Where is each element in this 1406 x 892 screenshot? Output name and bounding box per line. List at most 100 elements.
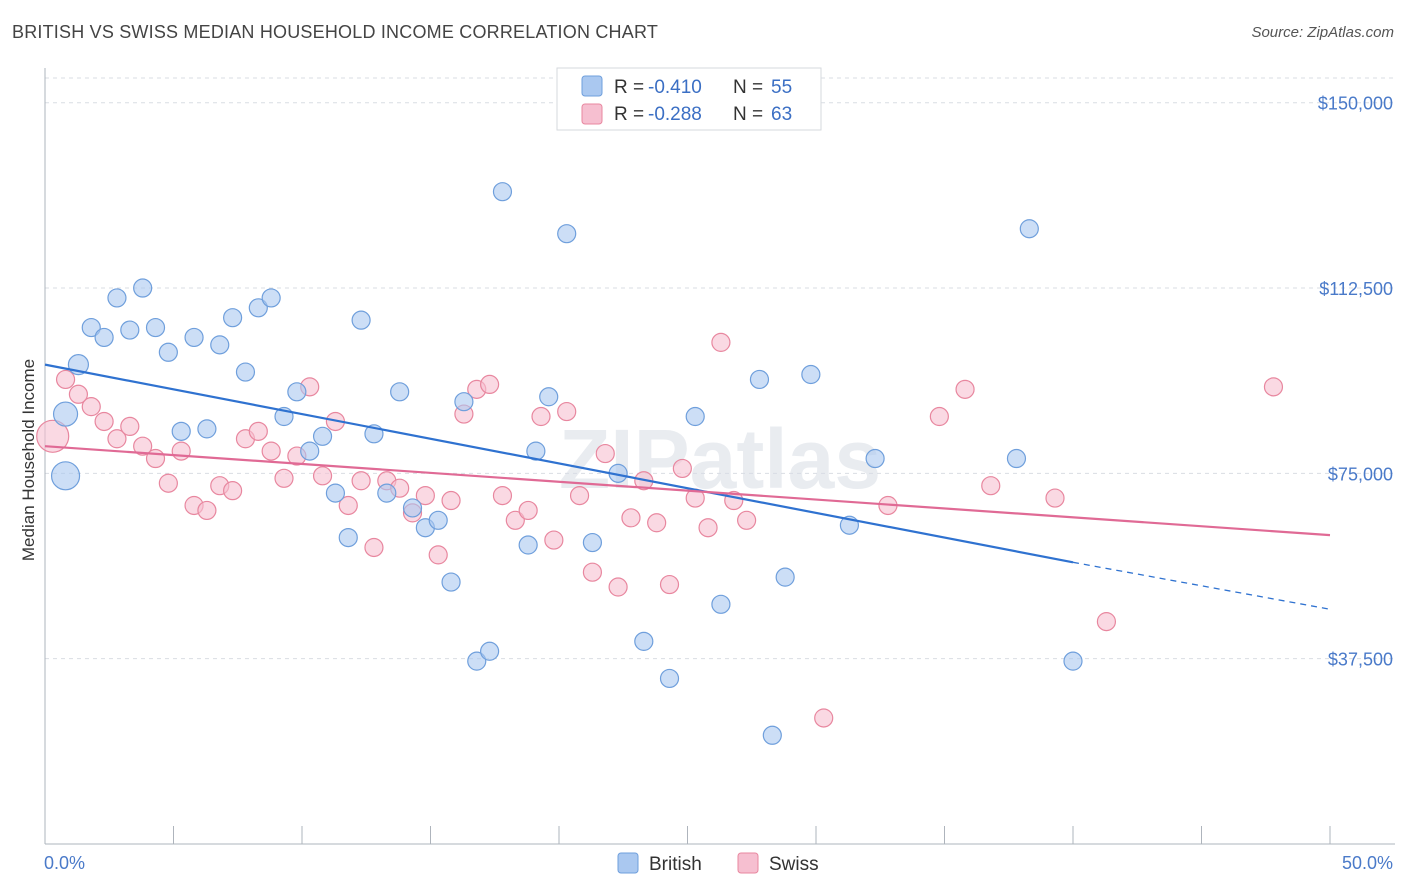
swiss-point bbox=[274, 468, 294, 488]
swiss-points bbox=[36, 332, 1284, 728]
y-tick-label: $75,000 bbox=[1328, 464, 1393, 484]
swiss-point bbox=[197, 500, 217, 521]
swiss-point bbox=[415, 485, 435, 506]
british-point bbox=[300, 441, 320, 461]
british-point bbox=[351, 310, 371, 330]
british-point bbox=[557, 224, 577, 244]
british-point bbox=[210, 335, 230, 355]
legend-british-r-label: R = bbox=[614, 77, 644, 98]
legend-british-n-value: 55 bbox=[771, 77, 792, 98]
y-tick-label: $150,000 bbox=[1318, 94, 1393, 114]
british-point bbox=[81, 317, 101, 338]
source-label: Source: ZipAtlas.com bbox=[1251, 24, 1394, 41]
swiss-point bbox=[711, 332, 731, 352]
x-tick-label: 50.0% bbox=[1342, 853, 1393, 873]
swiss-point bbox=[672, 458, 692, 479]
swiss-point bbox=[1045, 488, 1065, 508]
swiss-point bbox=[312, 466, 333, 486]
british-point bbox=[325, 483, 346, 503]
legend-british-r-value: -0.410 bbox=[648, 77, 702, 98]
british-point bbox=[377, 483, 397, 503]
british-point bbox=[1063, 651, 1083, 671]
swiss-point bbox=[557, 401, 577, 422]
british-point bbox=[184, 327, 204, 348]
british-point bbox=[480, 641, 500, 661]
swiss-point bbox=[68, 384, 89, 404]
british-point bbox=[120, 320, 140, 340]
legend-swiss-r-value: -0.288 bbox=[648, 104, 702, 125]
british-point bbox=[762, 725, 782, 745]
legend-british-swatch bbox=[581, 75, 603, 97]
british-point bbox=[402, 498, 423, 518]
british-point bbox=[1006, 448, 1027, 469]
british-point bbox=[441, 572, 461, 592]
swiss-point bbox=[248, 421, 268, 441]
legend-swiss-swatch bbox=[581, 103, 603, 125]
swiss-point bbox=[595, 443, 615, 464]
british-point bbox=[518, 535, 538, 555]
british-point bbox=[685, 406, 705, 427]
bottom-legend-swiss-swatch bbox=[737, 852, 759, 874]
y-tick-label: $37,500 bbox=[1328, 650, 1393, 670]
x-tick-label: 0.0% bbox=[44, 853, 85, 873]
swiss-point bbox=[441, 490, 461, 511]
swiss-point bbox=[647, 513, 667, 533]
british-point bbox=[248, 298, 268, 318]
british-point bbox=[158, 342, 178, 362]
swiss-point bbox=[698, 518, 718, 538]
british-point bbox=[801, 364, 821, 385]
swiss-point bbox=[94, 411, 114, 432]
british-point bbox=[865, 448, 885, 469]
legend-swiss-n-label: N = bbox=[733, 104, 763, 125]
swiss-point bbox=[480, 374, 500, 394]
swiss-point bbox=[338, 495, 358, 516]
british-points bbox=[50, 182, 1083, 745]
legend-british-n-label: N = bbox=[733, 77, 763, 98]
swiss-point bbox=[364, 537, 384, 558]
british-point bbox=[261, 288, 281, 308]
swiss-point bbox=[544, 530, 564, 550]
swiss-point bbox=[505, 510, 525, 530]
british-point bbox=[582, 532, 603, 553]
british-point bbox=[171, 421, 191, 441]
bottom-legend-british-swatch bbox=[617, 852, 639, 874]
y-tick-label: $112,500 bbox=[1319, 279, 1393, 299]
swiss-point bbox=[351, 471, 371, 491]
swiss-point bbox=[428, 545, 448, 565]
swiss-point bbox=[569, 485, 590, 506]
british-point bbox=[454, 392, 474, 412]
swiss-point bbox=[36, 419, 70, 453]
british-point bbox=[390, 382, 410, 402]
british-point bbox=[197, 419, 217, 439]
swiss-point bbox=[929, 406, 949, 427]
british-point bbox=[223, 308, 243, 328]
swiss-point bbox=[145, 448, 166, 469]
bottom-legend-british-label: British bbox=[649, 854, 702, 875]
british-point bbox=[287, 382, 307, 402]
british-point bbox=[145, 317, 166, 338]
trend-lines bbox=[44, 363, 1331, 610]
swiss-point bbox=[158, 473, 178, 493]
swiss-point bbox=[608, 577, 628, 597]
british-point bbox=[107, 288, 127, 308]
legend-swiss-r-label: R = bbox=[614, 104, 644, 125]
swiss-trend-line bbox=[44, 445, 1331, 537]
swiss-point bbox=[659, 574, 680, 595]
british-point bbox=[659, 668, 680, 689]
bottom-legend-swiss-label: Swiss bbox=[769, 854, 819, 875]
swiss-point bbox=[531, 406, 551, 427]
swiss-point bbox=[133, 436, 153, 456]
british-point bbox=[634, 631, 654, 651]
tick-labels: $37,500 $75,000 $112,500 $150,000 0.0% 50.0% bbox=[44, 94, 1393, 873]
british-trend-extension bbox=[1072, 561, 1331, 610]
axes bbox=[44, 68, 1395, 845]
british-point bbox=[312, 426, 333, 446]
british-point bbox=[50, 461, 81, 491]
swiss-point bbox=[120, 416, 140, 437]
british-point bbox=[235, 362, 256, 382]
swiss-point bbox=[261, 441, 281, 461]
british-point bbox=[52, 401, 79, 427]
y-axis-label: Median Household Income bbox=[19, 359, 38, 561]
swiss-point bbox=[171, 441, 191, 461]
swiss-point bbox=[621, 508, 641, 528]
